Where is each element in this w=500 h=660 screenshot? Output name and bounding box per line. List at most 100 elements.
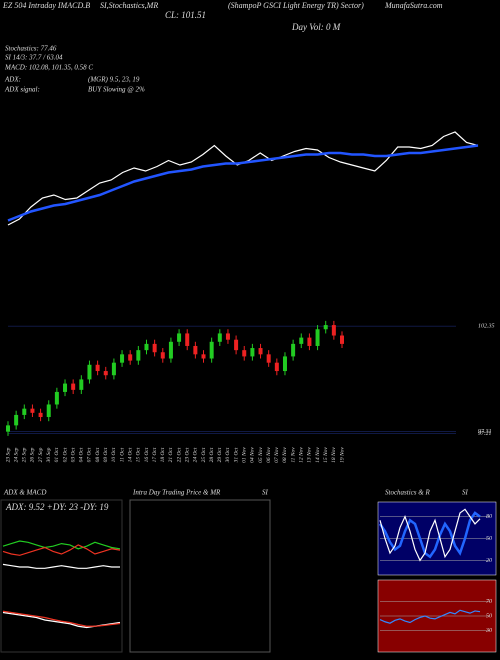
x-tick-label: 10 Oct (111, 447, 117, 462)
x-tick-label: 24 Oct (192, 447, 199, 462)
si-info: SI 14/3: 37.7 / 63.04 (5, 54, 63, 62)
candle-body (225, 333, 230, 340)
candle-body (291, 343, 296, 357)
panel-title: SI (262, 489, 269, 497)
candle-body (323, 325, 328, 330)
x-tick-label: 30 Oct (225, 447, 231, 463)
x-tick-label: 28 Oct (209, 447, 215, 462)
series-line (2, 563, 120, 569)
x-tick-label: 15 Nov (323, 447, 329, 463)
y-tick-label: 50 (486, 613, 492, 619)
header-mid: SI,Stochastics,MR (100, 1, 158, 10)
candle-body (71, 383, 76, 390)
candle-body (6, 425, 10, 432)
x-tick-label: 02 Oct (62, 447, 68, 462)
candle-body (193, 345, 198, 355)
panel-title: Intra Day Trading Price & MR (132, 489, 221, 497)
y-tick-label: 30 (485, 628, 492, 634)
macd-info: MACD: 102.08, 101.35, 0.58 C (4, 64, 93, 72)
candle-body (331, 325, 336, 336)
series-line (378, 511, 481, 559)
series-line (7, 144, 479, 222)
panel-title: Stochastics & R (385, 489, 430, 497)
y-tick-label: 50 (486, 536, 492, 542)
x-tick-label: 15 Oct (136, 447, 142, 462)
x-tick-label: 29 Oct (217, 447, 223, 462)
y-tick-label: 80 (486, 514, 492, 520)
candle-body (168, 341, 173, 359)
adx-text: ADX: 9.52 +DY: 23 -DY: 19 (5, 502, 109, 512)
x-tick-label: 05 Nov (258, 447, 264, 463)
y-tick-label: 20 (486, 558, 492, 564)
x-tick-label: 25 Sep (22, 447, 28, 462)
candle-body (46, 404, 51, 418)
series-line (2, 540, 121, 550)
x-tick-label: 07 Oct (87, 447, 93, 462)
candle-body (242, 350, 247, 357)
x-tick-label: 01 Nov (242, 447, 248, 463)
candle-body (54, 391, 59, 405)
header-left: EZ 504 Intraday IMACD.B (2, 1, 90, 10)
x-tick-label: 25 Oct (201, 447, 207, 462)
candle-body (266, 354, 271, 363)
x-tick-label: 11 Oct (119, 447, 125, 462)
series-line (2, 610, 121, 627)
candle-body (160, 352, 165, 359)
x-tick-label: 04 Nov (249, 447, 256, 463)
stoch-info: Stochastics: 77.46 (5, 45, 57, 53)
candle-body (250, 348, 255, 357)
adx-info: ADX: (4, 76, 21, 84)
y-tick-label: 70 (486, 599, 492, 605)
candle-body (340, 335, 344, 344)
panel-title: ADX & MACD (3, 489, 46, 497)
x-tick-label: 01 Oct (54, 447, 60, 462)
x-tick-label: 04 Oct (78, 447, 85, 462)
candle-body (95, 364, 100, 372)
candle-body (307, 337, 312, 346)
x-tick-label: 13 Nov (307, 447, 313, 463)
x-tick-label: 27 Sep (38, 447, 44, 462)
x-tick-label: 03 Oct (70, 447, 76, 462)
x-tick-label: 12 Nov (299, 447, 305, 463)
candle-body (185, 333, 190, 346)
x-tick-label: 16 Oct (144, 447, 150, 462)
candle-body (103, 371, 108, 376)
candle-body (63, 383, 68, 392)
candle-body (258, 348, 263, 355)
candle-body (120, 354, 125, 363)
candle-body (128, 354, 133, 361)
candle-body (217, 333, 222, 342)
y-tick-label: 97.21 (478, 431, 492, 437)
candle-body (14, 414, 19, 426)
candle-body (209, 341, 214, 359)
adx-signal: BUY Slowing @ 2% (88, 86, 145, 94)
candle-body (315, 329, 320, 346)
adx-values: (MGR) 9.5, 23, 19 (88, 76, 140, 84)
x-tick-label: 23 Oct (184, 447, 190, 462)
candle-body (234, 339, 239, 351)
candle-body (274, 362, 279, 372)
candle-body (201, 354, 206, 359)
adx-signal-label: ADX signal: (4, 86, 40, 94)
x-tick-label: 09 Oct (103, 447, 109, 462)
x-tick-label: 14 Nov (314, 447, 321, 463)
close-label: CL: 101.51 (165, 10, 206, 20)
x-tick-label: 18 Oct (160, 447, 166, 462)
panel-frame (0, 499, 123, 653)
x-tick-label: 19 Nov (339, 447, 345, 463)
x-tick-label: 08 Oct (95, 447, 101, 462)
candle-body (299, 337, 304, 344)
x-tick-label: 23 Sep (5, 447, 11, 462)
candle-body (22, 408, 27, 415)
panel-title: SI (462, 489, 469, 497)
x-tick-label: 30 Sep (46, 447, 52, 463)
candle-body (30, 408, 35, 413)
y-tick-label: 97.31 (478, 429, 492, 435)
x-tick-label: 31 Oct (233, 447, 239, 463)
candle-body (79, 379, 84, 390)
header-title: (ShampoP GSCI Light Energy TR) Sector) (228, 1, 364, 10)
x-tick-label: 18 Nov (331, 447, 337, 463)
candle-body (144, 343, 149, 351)
